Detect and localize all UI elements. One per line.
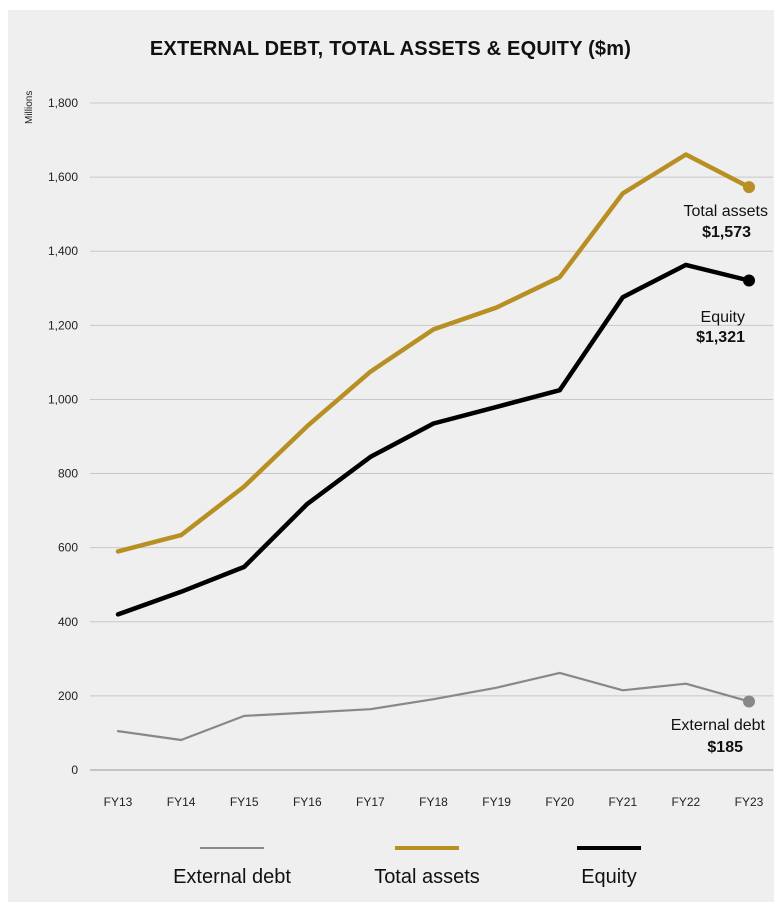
x-tick-label: FY21 [608,795,637,809]
x-tick-label: FY15 [230,795,259,809]
external-debt-legend-swatch [200,847,264,849]
y-tick-label: 1,400 [48,244,78,258]
y-tick-label: 800 [58,467,78,481]
total-assets-line [115,152,752,554]
total-assets-legend-swatch [395,846,459,850]
x-axis-ticks: FY13 FY14 FY15 FY16 FY17 FY18 FY19 FY20 FY21 FY22… [104,795,764,809]
end-markers: External debt $185 Total assets $1,573 Equit… [671,181,768,756]
x-tick-label: FY17 [356,795,385,809]
y-tick-label: 200 [58,689,78,703]
total-assets-end-marker [743,181,755,194]
total-assets-end-label: Total assets [684,203,768,220]
external-debt-end-label: External debt [671,717,766,734]
y-tick-label: 600 [58,541,78,555]
y-tick-label: 1,800 [48,96,78,110]
equity-legend-label: Equity [581,866,637,888]
equity-end-marker [743,274,755,287]
x-tick-label: FY22 [672,795,701,809]
equity-end-value: $1,321 [696,329,745,346]
y-tick-label: 400 [58,615,78,629]
y-tick-label: 1,200 [48,318,78,332]
y-tick-label: 0 [71,763,78,777]
external-debt-legend-label: External debt [173,866,291,888]
equity-legend-swatch [577,846,641,850]
x-tick-label: FY16 [293,795,322,809]
series-lines [115,152,752,742]
external-debt-end-value: $185 [707,739,743,756]
grid-lines [90,102,773,771]
equity-line [115,262,752,617]
x-tick-label: FY13 [104,795,133,809]
external-debt-line [116,671,751,742]
y-tick-label: 1,000 [48,392,78,406]
external-debt-end-marker [743,695,755,708]
total-assets-legend-label: Total assets [374,866,480,888]
y-axis-ticks: 0 200 400 600 800 1,000 1,200 1,400 1,600 1,800 [48,96,78,777]
chart-title: EXTERNAL DEBT, TOTAL ASSETS & EQUITY ($m… [149,38,632,60]
x-tick-label: FY23 [735,795,764,809]
equity-end-label: Equity [701,309,745,326]
x-tick-label: FY20 [545,795,574,809]
x-tick-label: FY18 [419,795,448,809]
y-tick-label: 1,600 [48,170,78,184]
total-assets-end-value: $1,573 [702,224,751,241]
x-tick-label: FY14 [167,795,196,809]
chart-panel [8,10,774,902]
x-tick-label: FY19 [482,795,511,809]
